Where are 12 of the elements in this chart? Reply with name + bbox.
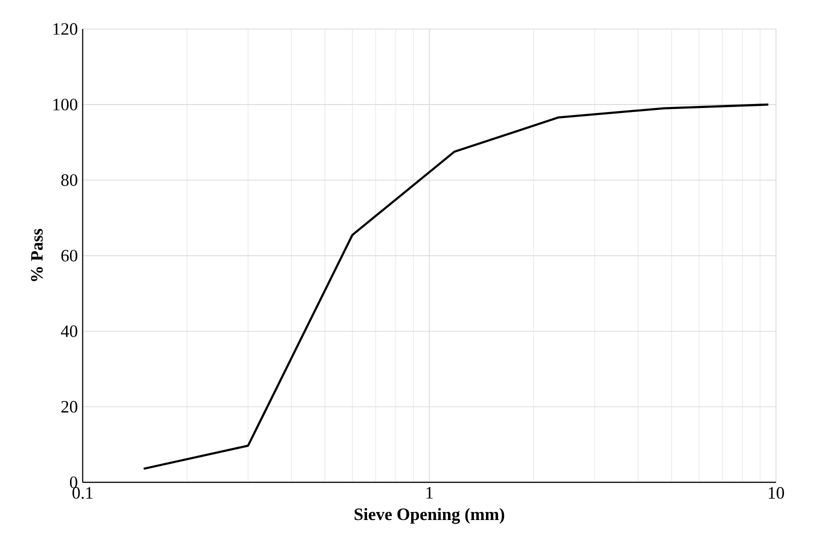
x-tick-label: 10 [768,487,784,499]
y-tick-label: 60 [61,250,78,262]
y-tick-label: 80 [61,174,78,186]
y-tick-label: 0 [70,476,78,488]
x-axis-title: Sieve Opening (mm) [354,508,504,524]
y-tick-label: 120 [53,23,78,35]
y-tick-label: 100 [53,98,78,110]
y-tick-label: 40 [60,325,78,338]
x-tick-label: 1 [426,487,433,498]
y-axis-title: % Pass [31,228,43,282]
y-tick-label: 20 [61,400,78,413]
x-tick-label: 0.1 [72,487,92,499]
